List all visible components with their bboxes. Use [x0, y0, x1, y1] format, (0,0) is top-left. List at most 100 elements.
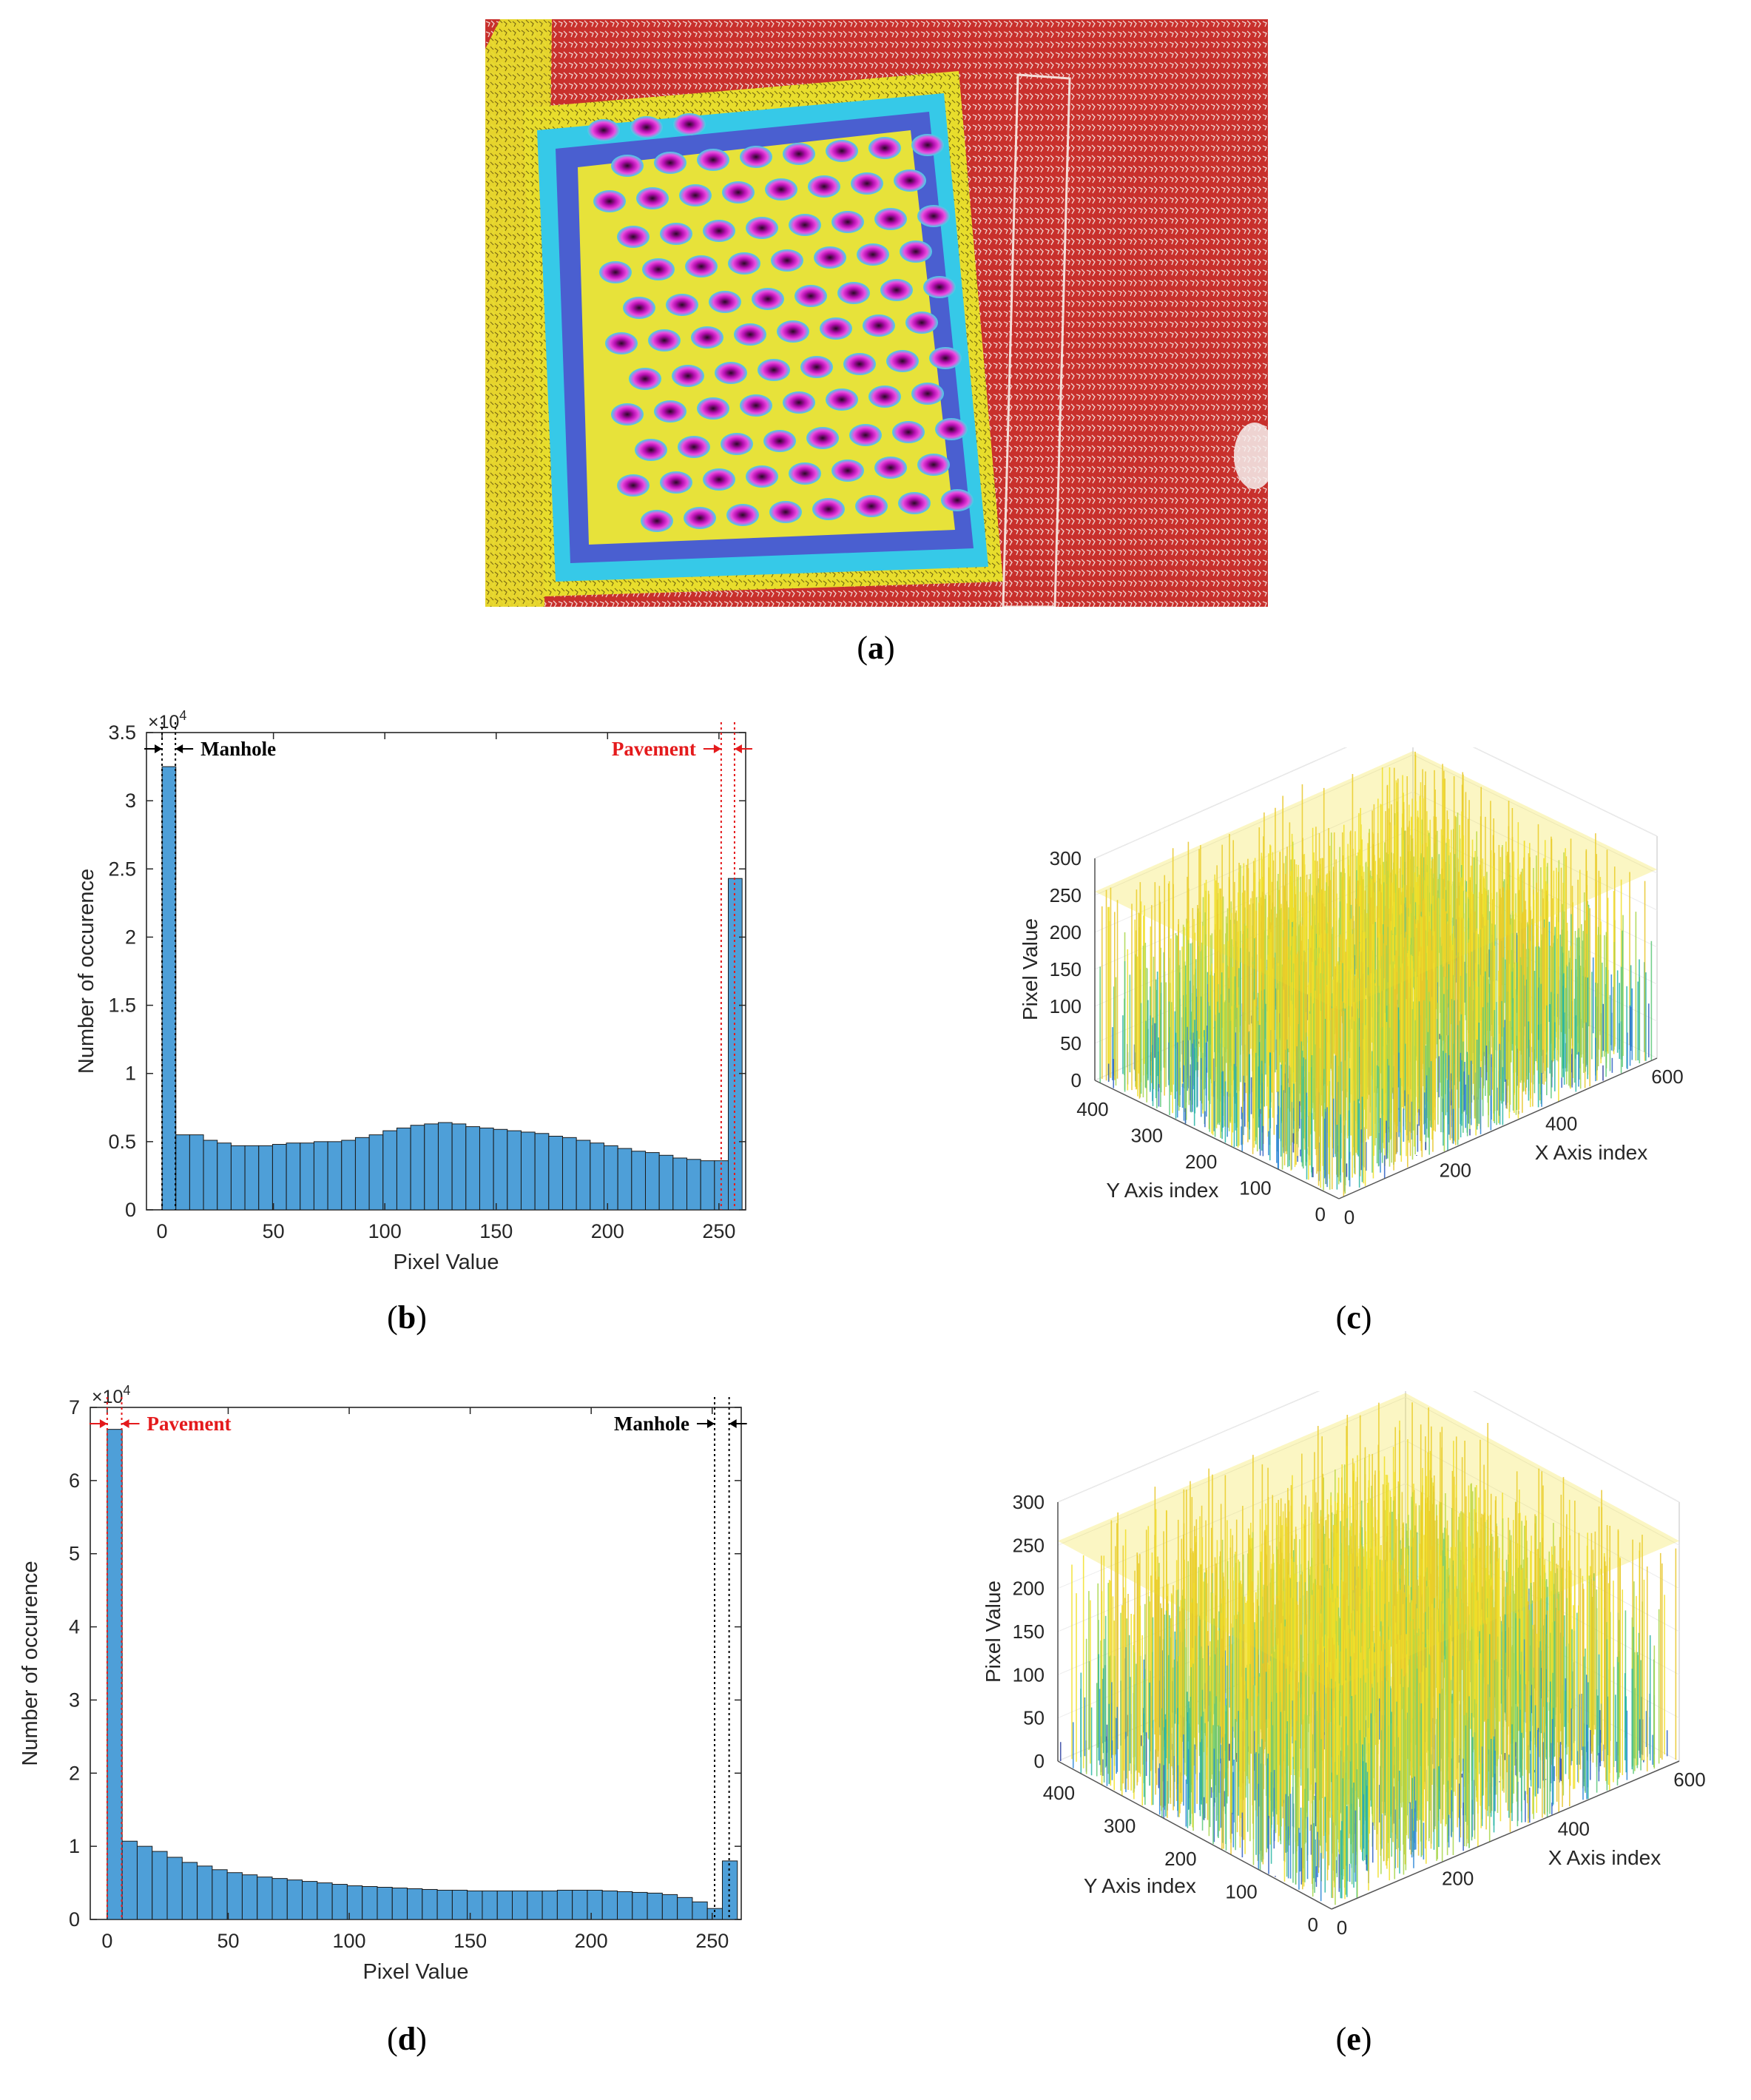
z-tick-label: 0 [1071, 1069, 1082, 1091]
surface-top-cap [1095, 751, 1657, 1010]
surface-c-panel: 0 200 400 600 0 100 200 300 400 0 50 100 150 200 250 30… [962, 717, 1701, 1265]
histogram-bar [647, 1892, 663, 1920]
z-tick-label: 250 [1013, 1534, 1045, 1556]
manhole-vent-hole [863, 314, 895, 337]
z-tick-label: 200 [1013, 1578, 1045, 1600]
y-tick-label: 300 [1131, 1124, 1163, 1146]
histogram-bar [632, 1891, 648, 1920]
thermal-image-panel [485, 19, 1275, 608]
histogram-bar [677, 1897, 693, 1920]
manhole-vent-hole [874, 457, 907, 479]
x-axis-label: Pixel Value [394, 1251, 499, 1274]
manhole-vent-hole [911, 134, 944, 156]
manhole-vent-hole [771, 249, 803, 272]
manhole-vent-hole [746, 465, 778, 488]
x-axis-label: Pixel Value [363, 1960, 469, 1983]
histogram-bar [451, 1123, 467, 1211]
manhole-vent-hole [783, 391, 815, 414]
annotation-arrow-head [734, 744, 742, 753]
z-tick-label: 50 [1023, 1707, 1045, 1729]
histogram-bar [286, 1879, 303, 1920]
exponent-power: 4 [123, 1383, 130, 1398]
histogram-bar [136, 1845, 153, 1920]
manhole-vent-hole [874, 208, 907, 230]
y-tick-label: 4 [69, 1616, 80, 1638]
histogram-bar [121, 1840, 138, 1920]
y-tick-label: 6 [69, 1470, 80, 1492]
histogram-bar [467, 1890, 483, 1920]
y-axis-line [1094, 1080, 1340, 1199]
exponent-power: 4 [179, 710, 186, 723]
annotation-label: Pavement [612, 738, 696, 760]
histogram-bar [368, 1134, 384, 1211]
x-tick-label: 50 [263, 1220, 285, 1242]
annotation-label: Pavement [147, 1413, 232, 1435]
histogram-d-panel: 0 50 100 150 200 250 0 1 2 3 4 5 6 7 ×104 Pixel Value Nu… [13, 1376, 768, 1984]
histogram-bar [241, 1874, 258, 1920]
y-axis-label: Number of occurence [75, 869, 98, 1074]
y-tick-label: 0 [1315, 1203, 1326, 1225]
y-tick-label: 3 [125, 790, 136, 812]
manhole-vent-hole [911, 383, 944, 405]
y-tick-label: 0 [69, 1908, 80, 1931]
surface-plot-e: 0 200 400 600 0 100 200 300 400 0 50 100 150 200 250 30… [982, 1353, 1706, 1939]
x-tick-label: 200 [1440, 1160, 1471, 1182]
y-axis-label: Number of occurence [18, 1561, 42, 1766]
x-tick-label: 400 [1558, 1818, 1590, 1840]
manhole-vent-hole [691, 326, 723, 349]
manhole-vent-hole [672, 365, 704, 387]
manhole-vent-hole [831, 211, 864, 233]
z-axis-label: Pixel Value [982, 1581, 1005, 1683]
caption-e: (e) [1335, 2021, 1372, 2057]
histogram-bar [692, 1901, 708, 1920]
manhole-vent-hole [758, 359, 790, 381]
manhole-vent-hole [709, 291, 741, 313]
histogram-bar [407, 1888, 423, 1920]
histogram-bar [451, 1889, 468, 1920]
caption-d: (d) [387, 2021, 427, 2057]
histogram-bar [396, 1127, 411, 1211]
manhole-vent-hole [935, 418, 968, 440]
annotation-label: Manhole [614, 1413, 689, 1435]
y-tick-label: 400 [1043, 1782, 1075, 1804]
z-tick-label: 50 [1060, 1032, 1082, 1054]
histogram-bar [244, 1145, 260, 1211]
caption-c: (c) [1335, 1299, 1372, 1336]
histogram-bar [271, 1878, 288, 1920]
x-tick-label: 250 [695, 1930, 729, 1952]
histogram-bar [424, 1123, 439, 1211]
histogram-bar [300, 1142, 314, 1211]
manhole-vent-hole [734, 323, 766, 346]
manhole-vent-hole [678, 436, 710, 458]
glare-spot [1234, 423, 1275, 489]
histogram-bar [534, 1133, 550, 1211]
histogram-bar [377, 1887, 393, 1920]
histogram-bar [548, 1135, 563, 1211]
histogram-bar [181, 1862, 198, 1920]
histogram-bar [590, 1142, 604, 1211]
x-tick-label: 100 [333, 1930, 366, 1952]
annotation-arrow-head [155, 744, 163, 753]
x-tick-label: 200 [1442, 1867, 1474, 1889]
manhole-vent-hole [666, 294, 698, 316]
histogram-b-panel: 0 50 100 150 200 250 0 0.5 1 1.5 2 2.5 3 3.5 ×104 Pixel… [44, 708, 755, 1288]
histogram-bar [576, 1140, 591, 1211]
y-tick-label: 0 [125, 1199, 136, 1221]
histogram-bar [587, 1889, 603, 1920]
thermal-image [485, 19, 1275, 608]
histogram-bar [617, 1148, 632, 1211]
histogram-bar [603, 1145, 618, 1211]
x-tick-label: 150 [453, 1930, 487, 1952]
manhole-vent-hole [715, 362, 747, 384]
y-tick-label: 200 [1185, 1151, 1217, 1173]
y-tick-label: 5 [69, 1543, 80, 1565]
annotation-arrow-head [175, 744, 183, 753]
x-axis-label: X Axis index [1535, 1141, 1648, 1164]
exponent-label: ×104 [92, 1383, 130, 1407]
manhole-vent-hole [826, 140, 858, 162]
manhole-vent-hole [726, 504, 759, 526]
manhole-vent-hole [789, 214, 821, 236]
histogram-bar [212, 1869, 228, 1920]
z-tick-label: 100 [1013, 1663, 1045, 1686]
manhole-vent-hole [679, 184, 712, 206]
